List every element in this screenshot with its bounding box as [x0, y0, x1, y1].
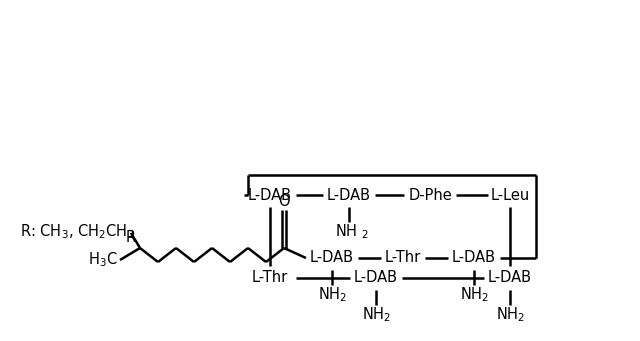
Text: O: O: [278, 194, 290, 209]
Text: NH $_{2}$: NH $_{2}$: [335, 223, 369, 241]
Text: L-DAB: L-DAB: [452, 251, 496, 266]
Text: D-Phe: D-Phe: [408, 188, 452, 203]
Text: L-DAB: L-DAB: [327, 188, 371, 203]
Text: H$_3$C: H$_3$C: [88, 251, 118, 269]
Text: R: CH$_3$, CH$_2$CH$_3$: R: CH$_3$, CH$_2$CH$_3$: [20, 223, 134, 241]
Text: L-DAB: L-DAB: [310, 251, 354, 266]
Text: R: R: [126, 231, 136, 246]
Text: L-Thr: L-Thr: [385, 251, 421, 266]
Text: NH$_2$: NH$_2$: [460, 286, 488, 305]
Text: L-DAB: L-DAB: [248, 188, 292, 203]
Text: NH$_2$: NH$_2$: [495, 306, 525, 324]
Text: L-DAB: L-DAB: [488, 270, 532, 285]
Text: NH$_2$: NH$_2$: [362, 306, 390, 324]
Text: L-Leu: L-Leu: [490, 188, 530, 203]
Text: L-Thr: L-Thr: [252, 270, 288, 285]
Text: NH$_2$: NH$_2$: [317, 286, 346, 305]
Text: L-DAB: L-DAB: [354, 270, 398, 285]
